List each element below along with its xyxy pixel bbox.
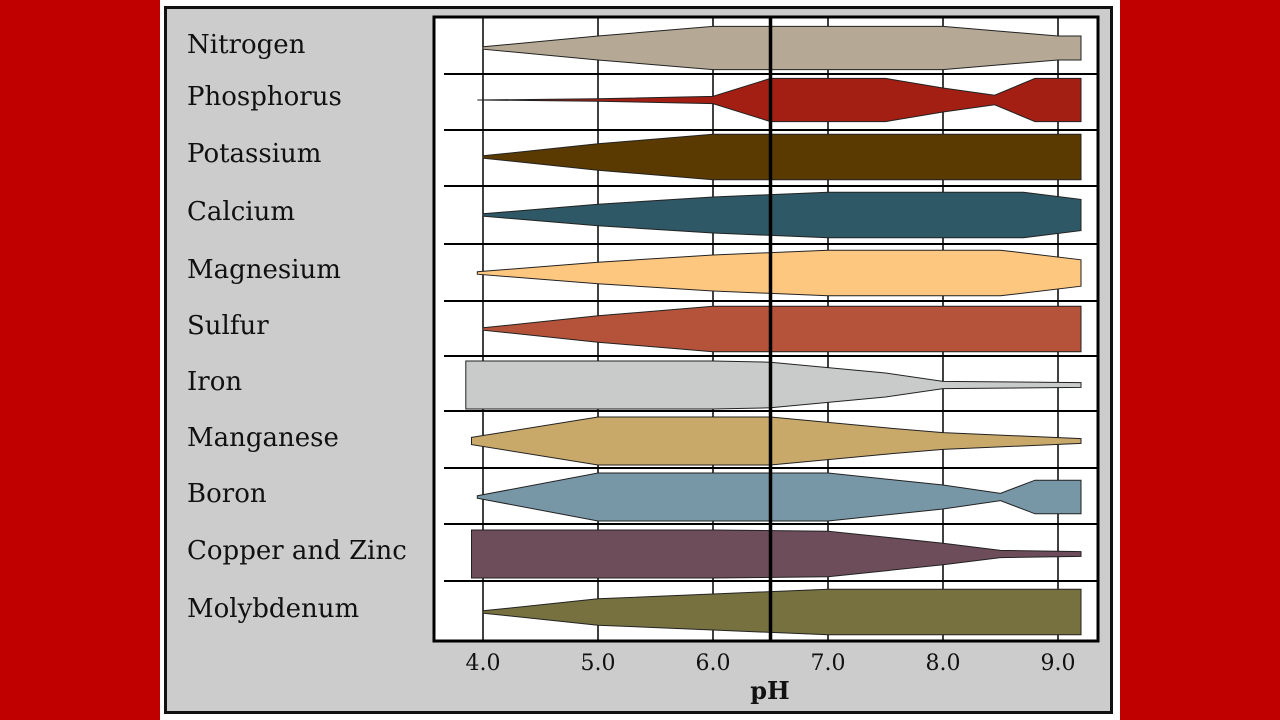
x-tick-label: 6.0 (696, 651, 731, 676)
label-calcium: Calcium (187, 197, 295, 227)
nutrient-bands (465, 25, 1082, 636)
band-calcium (482, 191, 1082, 239)
band-iron (465, 360, 1082, 410)
band-nitrogen (482, 25, 1082, 71)
label-manganese: Manganese (187, 423, 339, 453)
label-sulfur: Sulfur (187, 311, 269, 341)
x-tick-label: 8.0 (926, 651, 961, 676)
label-nitrogen: Nitrogen (187, 30, 306, 60)
band-molybdenum (482, 588, 1082, 636)
band-potassium (482, 133, 1082, 181)
label-magnesium: Magnesium (187, 255, 341, 285)
band-boron (476, 472, 1082, 522)
x-tick-label: 7.0 (811, 651, 846, 676)
x-axis-title: pH (750, 676, 789, 705)
label-boron: Boron (187, 479, 267, 509)
x-tick-label: 9.0 (1041, 651, 1076, 676)
label-iron: Iron (187, 367, 243, 397)
x-tick-label: 5.0 (581, 651, 616, 676)
label-molybdenum: Molybdenum (187, 594, 360, 624)
plot-frame (432, 15, 1100, 643)
x-axis-ticks: 4.0 5.0 6.0 7.0 8.0 9.0 (466, 651, 1076, 676)
band-copper-and-zinc (471, 529, 1082, 579)
band-manganese (471, 416, 1082, 466)
band-magnesium (476, 249, 1082, 297)
band-phosphorus (477, 77, 1082, 123)
x-tick-label: 4.0 (466, 651, 501, 676)
label-copper-and-zinc: Copper and Zinc (187, 536, 407, 566)
label-potassium: Potassium (187, 139, 322, 169)
band-sulfur (482, 305, 1082, 353)
label-phosphorus: Phosphorus (187, 82, 342, 112)
